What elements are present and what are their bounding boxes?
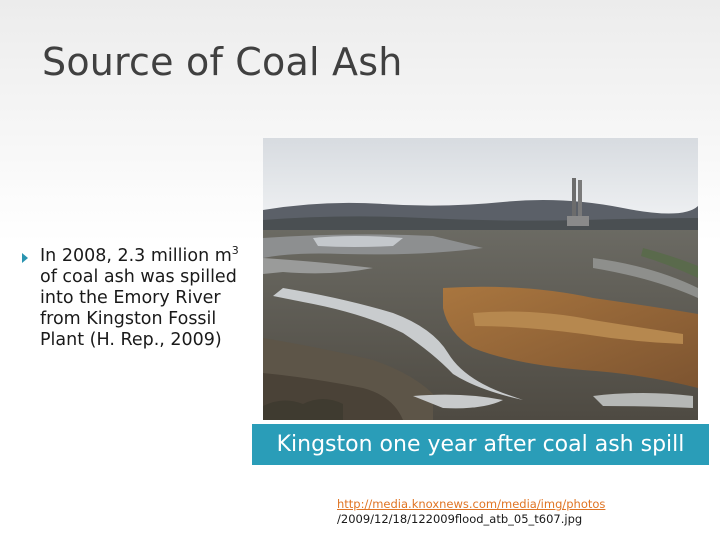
source-path: /2009/12/18/122009flood_atb_05_t607.jpg (337, 512, 583, 526)
slide-title: Source of Coal Ash (42, 40, 403, 84)
bullet-arrow-icon (22, 253, 28, 263)
bullet-text-part2: of coal ash was spilled into the Emory R… (40, 246, 250, 350)
kingston-spill-photo (263, 138, 698, 420)
source-link[interactable]: http://media.knoxnews.com/media/img/phot… (337, 497, 606, 511)
bullet-text: In 2008, 2.3 million m3 of coal ash was … (40, 244, 258, 351)
bullet-text-part1: In 2008, 2.3 million m (40, 246, 232, 266)
bullet-superscript: 3 (231, 244, 239, 258)
photo-caption: Kingston one year after coal ash spill (252, 424, 709, 465)
bullet-item: In 2008, 2.3 million m3 of coal ash was … (22, 244, 258, 351)
photo-source: http://media.knoxnews.com/media/img/phot… (337, 497, 605, 527)
